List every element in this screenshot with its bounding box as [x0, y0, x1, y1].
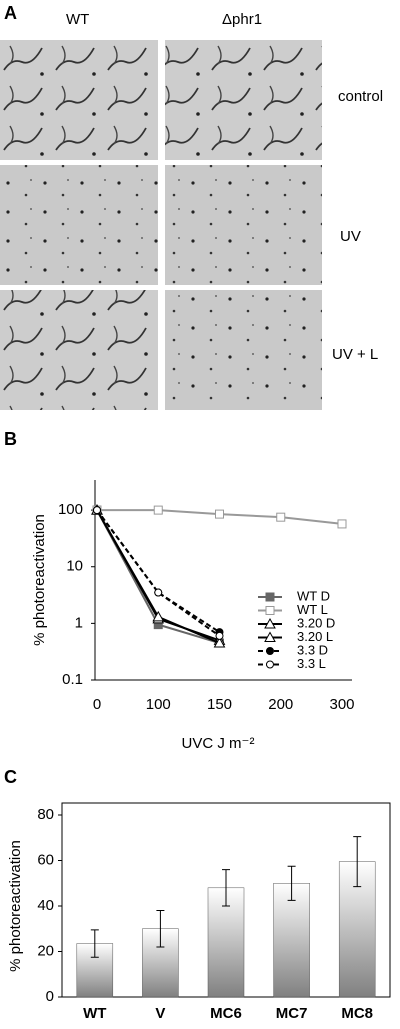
x-tick-label: WT	[83, 1005, 106, 1022]
x-tick-label: MC8	[341, 1005, 373, 1022]
marker	[276, 512, 286, 522]
y-tick-label: 80	[37, 806, 54, 823]
micrograph	[165, 40, 322, 160]
y-axis-label: % photoreactivation	[31, 514, 48, 646]
x-tick-label: MC6	[210, 1005, 242, 1022]
marker	[93, 506, 101, 515]
error-bar	[353, 836, 362, 888]
legend-label: 3.20 L	[297, 629, 333, 644]
x-tick-label: 0	[93, 696, 101, 713]
marker	[266, 647, 274, 655]
x-tick-label: 150	[207, 696, 232, 713]
row-label: UV	[340, 228, 361, 245]
column-label: WT	[66, 11, 89, 28]
error-bar	[287, 865, 296, 901]
y-tick-label: 0	[46, 988, 54, 1005]
row-label: control	[338, 88, 383, 105]
y-tick-label: 20	[37, 942, 54, 959]
y-tick-label: 10	[66, 558, 83, 575]
legend-label: 3.3 L	[297, 656, 326, 671]
y-tick-label: 100	[58, 501, 83, 518]
legend-label: 3.20 D	[297, 615, 335, 630]
legend-label: WT D	[297, 588, 330, 603]
x-tick-label: 300	[329, 696, 354, 713]
row-label: UV + L	[332, 346, 378, 363]
marker	[215, 509, 224, 519]
error-bar	[222, 869, 230, 907]
marker	[265, 606, 275, 615]
micrograph	[0, 40, 158, 160]
x-tick-label: 100	[146, 696, 171, 713]
x-tick-label: V	[155, 1005, 165, 1022]
y-tick-label: 0.1	[62, 671, 83, 688]
bar	[273, 883, 310, 998]
micrograph	[165, 165, 322, 285]
legend-label: 3.3 D	[297, 642, 328, 657]
marker	[154, 588, 163, 597]
panel-label: C	[4, 767, 17, 787]
marker	[264, 631, 276, 642]
marker	[337, 519, 347, 529]
marker	[266, 660, 274, 669]
series-line	[96, 509, 221, 637]
y-tick-label: 40	[37, 897, 54, 914]
micrograph	[0, 290, 158, 410]
error-bar	[90, 929, 99, 958]
panel-label: A	[4, 3, 17, 23]
marker	[215, 631, 224, 640]
marker	[152, 610, 165, 622]
micrograph	[165, 290, 322, 410]
column-label: Δphr1	[222, 11, 262, 28]
y-tick-label: 1	[75, 614, 83, 631]
y-axis-label: % photoreactivation	[7, 840, 24, 972]
micrograph	[0, 165, 158, 285]
x-tick-label: 200	[268, 696, 293, 713]
marker	[153, 505, 163, 515]
legend-label: WT L	[297, 602, 328, 617]
marker	[213, 636, 226, 648]
panel-label: B	[4, 429, 17, 449]
x-axis-label: UVC J m⁻²	[182, 735, 255, 752]
error-bar	[156, 910, 165, 948]
x-tick-label: MC7	[276, 1005, 308, 1022]
y-tick-label: 60	[37, 851, 54, 868]
marker	[264, 617, 276, 629]
marker	[265, 592, 275, 602]
